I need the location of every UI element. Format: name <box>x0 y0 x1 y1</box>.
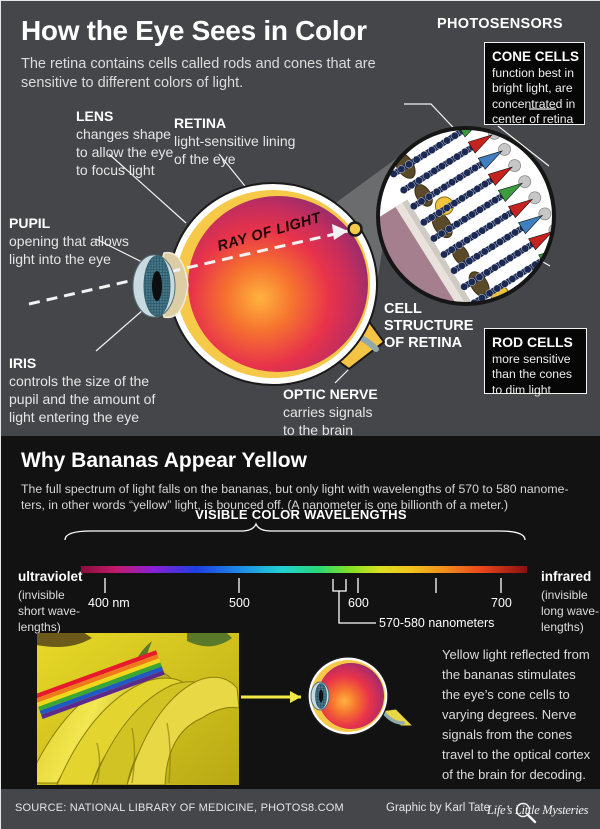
svg-text:Life’s Little Mysteries: Life’s Little Mysteries <box>486 803 589 817</box>
